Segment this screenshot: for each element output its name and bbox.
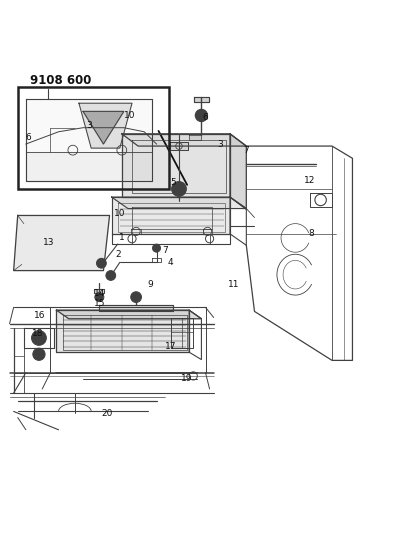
Text: 6: 6 xyxy=(25,133,31,142)
Polygon shape xyxy=(56,310,201,319)
Bar xyxy=(18,87,169,189)
Text: 10: 10 xyxy=(114,209,125,218)
Text: 4: 4 xyxy=(168,258,173,267)
Text: 6: 6 xyxy=(203,113,208,122)
Polygon shape xyxy=(230,134,246,209)
Text: 7: 7 xyxy=(162,246,168,255)
Polygon shape xyxy=(99,305,173,311)
Polygon shape xyxy=(194,97,209,102)
Text: 3: 3 xyxy=(86,121,92,130)
Polygon shape xyxy=(56,310,189,352)
Text: 5: 5 xyxy=(170,179,176,187)
Circle shape xyxy=(33,348,45,360)
Text: 3: 3 xyxy=(217,140,223,149)
Circle shape xyxy=(134,295,138,299)
Polygon shape xyxy=(14,215,110,271)
Circle shape xyxy=(199,113,204,118)
Circle shape xyxy=(106,271,115,280)
Text: 2: 2 xyxy=(115,250,120,259)
Polygon shape xyxy=(79,103,132,148)
Text: 15: 15 xyxy=(94,298,105,308)
Polygon shape xyxy=(170,142,188,150)
Text: 17: 17 xyxy=(165,342,177,351)
Polygon shape xyxy=(95,289,104,294)
Text: 1: 1 xyxy=(119,233,125,243)
Polygon shape xyxy=(26,99,152,181)
Text: 18: 18 xyxy=(32,329,44,338)
Circle shape xyxy=(36,335,42,341)
Circle shape xyxy=(195,109,208,122)
Polygon shape xyxy=(26,152,152,181)
Circle shape xyxy=(131,292,141,302)
Polygon shape xyxy=(122,134,246,146)
Text: 13: 13 xyxy=(43,238,54,246)
Text: 7: 7 xyxy=(243,146,249,155)
Polygon shape xyxy=(189,135,201,140)
Text: 14: 14 xyxy=(94,288,105,297)
Polygon shape xyxy=(112,197,230,234)
Circle shape xyxy=(95,293,104,302)
Text: 19: 19 xyxy=(181,374,193,383)
Text: 16: 16 xyxy=(35,311,46,320)
Circle shape xyxy=(175,185,182,192)
Text: 8: 8 xyxy=(309,229,314,238)
Text: 11: 11 xyxy=(229,280,240,289)
Polygon shape xyxy=(112,197,246,208)
Polygon shape xyxy=(83,111,124,144)
Circle shape xyxy=(152,244,161,252)
Text: 9: 9 xyxy=(148,280,153,289)
Text: 20: 20 xyxy=(102,409,113,418)
Circle shape xyxy=(97,259,106,268)
Text: 12: 12 xyxy=(304,176,315,185)
Text: 10: 10 xyxy=(124,111,136,120)
Circle shape xyxy=(99,261,104,265)
Circle shape xyxy=(32,330,46,345)
Polygon shape xyxy=(122,134,230,197)
Circle shape xyxy=(172,182,186,196)
Text: 9108 600: 9108 600 xyxy=(30,74,91,87)
